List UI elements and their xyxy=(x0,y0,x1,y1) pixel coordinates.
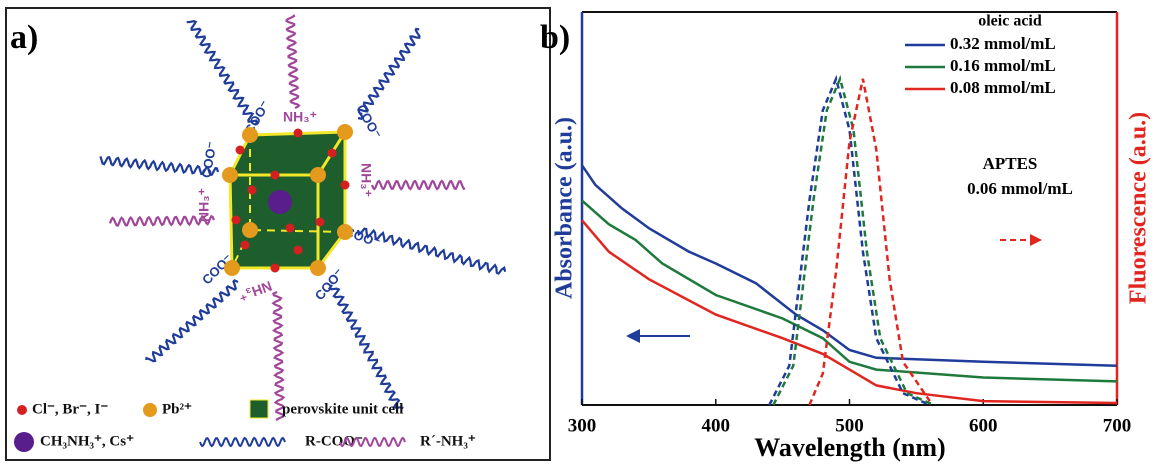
ligand-label: NH₃⁺ xyxy=(358,163,374,197)
legend-icon xyxy=(14,432,34,452)
panel-a-frame xyxy=(5,7,551,461)
ligand-chain xyxy=(108,214,216,227)
x-tick-label: 700 xyxy=(1103,415,1132,436)
x-tick-label: 300 xyxy=(568,415,597,436)
legend-text: perovskite unit cell xyxy=(282,401,403,417)
lead-sphere xyxy=(222,167,238,183)
annotation: oleic acid xyxy=(978,13,1042,30)
legend-text: CH₃NH₃⁺, Cs⁺ xyxy=(40,433,134,449)
cube-edge xyxy=(249,135,346,233)
legend-icon xyxy=(199,436,286,448)
halide-sphere xyxy=(240,240,250,250)
arrow-head xyxy=(1030,234,1042,246)
series-line xyxy=(808,78,931,406)
legend-icon xyxy=(143,403,157,417)
ligand-label: NH₃⁺ xyxy=(283,109,317,125)
legend-text: Cl⁻, Br⁻, I⁻ xyxy=(32,401,108,417)
x-axis-label: Wavelength (nm) xyxy=(754,433,945,462)
ligand-chain xyxy=(271,291,286,422)
legend-icon xyxy=(249,399,269,419)
halide-sphere xyxy=(231,215,241,225)
series-line xyxy=(580,164,1118,367)
lead-sphere xyxy=(337,224,353,240)
lead-sphere xyxy=(242,127,258,143)
ligand-chain xyxy=(145,279,239,363)
annotation: 0.06 mmol/mL xyxy=(967,179,1073,198)
x-tick-label: 600 xyxy=(969,415,998,436)
halide-sphere xyxy=(293,128,303,138)
ligand-chain xyxy=(99,155,220,176)
perovskite-diagram: COO⁻ COO⁻COO⁻COO⁻COO⁻ COO⁻NH₃⁺NH₃⁺NH₃⁺NH₃⁺ xyxy=(99,14,507,422)
ligand-chain xyxy=(357,27,421,120)
series-line xyxy=(581,199,1118,383)
series-line xyxy=(772,74,935,407)
x-tick-label: 500 xyxy=(835,415,864,436)
ligand-chain xyxy=(370,179,466,191)
halide-sphere xyxy=(327,148,337,158)
legend-label: 0.32 mmol/mL xyxy=(950,34,1056,53)
legend-text: R-COO⁻ xyxy=(305,433,363,449)
panel-a-legend: Cl⁻, Br⁻, I⁻ Pb²⁺ perovskite unit cell C… xyxy=(14,399,476,452)
y-axis-label: Absorbance (a.u.) xyxy=(552,117,578,299)
legend-text: Pb²⁺ xyxy=(162,401,192,417)
legend-icon xyxy=(17,405,27,415)
legend-label: 0.16 mmol/mL xyxy=(950,56,1056,75)
halide-sphere xyxy=(270,263,280,273)
ligand-chain xyxy=(285,14,301,109)
ligand-label: COO⁻ xyxy=(198,140,219,179)
halide-sphere xyxy=(315,217,325,227)
cation-sphere xyxy=(268,190,292,214)
lead-sphere xyxy=(242,222,258,238)
halide-sphere xyxy=(235,145,245,155)
ligand-label: NH₃⁺ xyxy=(196,188,212,222)
annotation: APTES xyxy=(983,154,1038,173)
legend-text: R´-NH₃⁺ xyxy=(420,433,476,449)
lead-sphere xyxy=(224,260,240,276)
panel-b-label: b) xyxy=(540,19,570,56)
ligand-chain xyxy=(327,284,404,410)
legend-icon xyxy=(339,436,406,448)
halide-sphere xyxy=(247,185,257,195)
y2-axis-label: Fluorescence (a.u.) xyxy=(1126,112,1152,304)
legend-label: 0.08 mmol/mL xyxy=(950,78,1056,97)
halide-sphere xyxy=(293,245,303,255)
lead-sphere xyxy=(310,167,326,183)
halide-sphere xyxy=(285,223,295,233)
panel-a-label: a) xyxy=(10,19,38,56)
chart: b) oleic acid APTES 0.06 mmol/mL Wavelen… xyxy=(540,11,1152,462)
x-tick-label: 400 xyxy=(702,415,731,436)
ligand-chain xyxy=(356,227,507,275)
halide-sphere xyxy=(340,180,350,190)
halide-sphere xyxy=(270,170,280,180)
lead-sphere xyxy=(337,124,353,140)
ligand-label: NH₃⁺ xyxy=(237,278,275,305)
ligand-chain xyxy=(186,20,259,126)
series-line xyxy=(581,219,1118,405)
series-line xyxy=(768,74,931,407)
ligand-label: COO⁻ xyxy=(353,102,384,141)
lead-sphere xyxy=(310,260,326,276)
arrow-head xyxy=(626,329,640,343)
